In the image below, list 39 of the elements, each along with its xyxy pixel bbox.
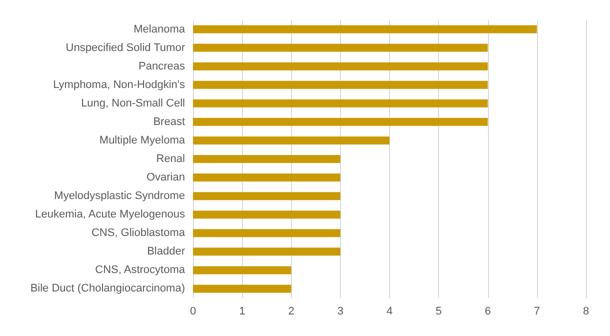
x-tick-label: 3 — [337, 306, 344, 318]
bar — [193, 25, 537, 34]
x-tick-label: 0 — [190, 306, 196, 318]
bar — [193, 229, 340, 238]
bar — [193, 248, 340, 256]
y-tick-label: Multiple Myeloma — [99, 134, 186, 146]
y-tick-label: Bile Duct (Cholangiocarcinoma) — [30, 282, 185, 295]
bar — [193, 80, 488, 89]
bar — [193, 155, 340, 163]
bar — [193, 99, 488, 108]
x-tick-label: 6 — [484, 306, 491, 318]
bar — [193, 210, 340, 219]
x-tick-label: 7 — [534, 306, 540, 318]
y-tick-label: Melanoma — [134, 23, 186, 36]
bar — [193, 136, 390, 144]
x-tick-label: 8 — [582, 306, 590, 318]
bar — [193, 118, 488, 126]
y-tick-label: CNS, Astrocytoma — [95, 264, 186, 276]
y-tick-label: Unspecified Solid Tumor — [66, 42, 186, 54]
x-tick-label: 2 — [288, 306, 294, 318]
bar — [193, 266, 292, 274]
y-tick-label: Pancreas — [138, 60, 186, 72]
y-tick-label: Renal — [156, 153, 185, 165]
y-tick-label: Myelodysplastic Syndrome — [54, 190, 185, 202]
bar — [193, 284, 292, 293]
y-tick-label: CNS, Glioblastoma — [91, 227, 186, 240]
y-tick-label: Lung, Non-Small Cell — [81, 97, 185, 110]
bar — [193, 62, 488, 70]
bar — [193, 44, 488, 52]
y-tick-label: Breast — [153, 116, 185, 128]
y-tick-label: Lymphoma, Non-Hodgkin's — [53, 78, 186, 91]
y-tick-label: Ovarian — [146, 172, 185, 184]
x-tick-label: 1 — [239, 306, 246, 318]
bar — [193, 192, 340, 200]
bar — [193, 174, 340, 182]
x-tick-label: 4 — [386, 306, 393, 318]
y-tick-label: Leukemia, Acute Myelogenous — [35, 208, 186, 221]
x-tick-label: 5 — [436, 306, 442, 318]
y-tick-label: Bladder — [147, 246, 186, 258]
